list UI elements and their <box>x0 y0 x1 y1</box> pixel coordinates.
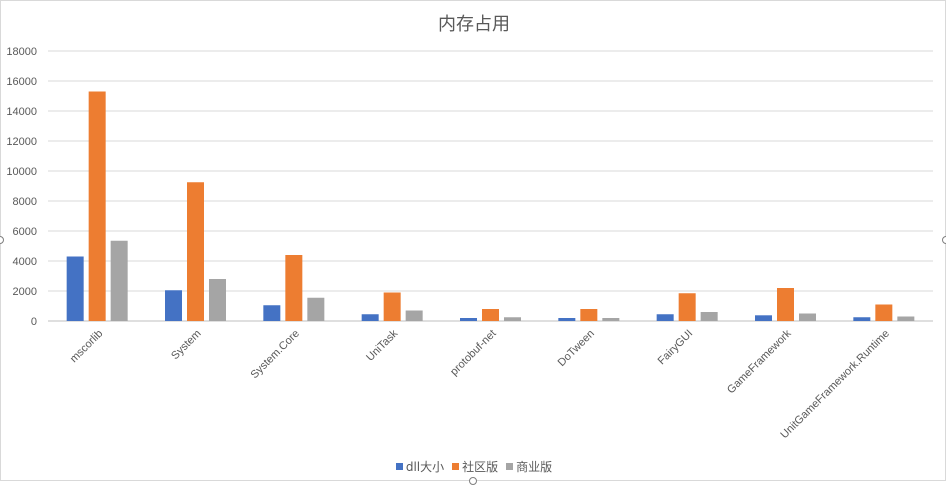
resize-handle-right[interactable] <box>942 236 946 244</box>
legend-swatch <box>452 463 460 470</box>
bar[interactable] <box>66 256 84 322</box>
bar[interactable] <box>285 255 303 321</box>
bar[interactable] <box>504 317 521 321</box>
bar[interactable] <box>853 317 871 321</box>
bar[interactable] <box>165 290 182 321</box>
bar[interactable] <box>482 309 499 321</box>
x-tick-label: UnitGameFramework.Runtime <box>778 328 892 442</box>
y-tick-label: 4000 <box>13 256 37 268</box>
x-tick-label: UniTask <box>364 327 401 364</box>
x-tick-label: GameFramework <box>725 327 794 396</box>
y-tick-label: 8000 <box>13 196 37 208</box>
bar[interactable] <box>209 279 226 321</box>
x-tick-label: System <box>169 328 203 362</box>
bar[interactable] <box>656 314 674 321</box>
chart-title: 内存占用 <box>438 14 510 35</box>
x-tick-label: mscorlib <box>68 328 105 365</box>
legend-swatch <box>506 463 514 470</box>
bar[interactable] <box>875 304 893 322</box>
legend-item[interactable]: 社区版 <box>452 458 498 475</box>
bar[interactable] <box>678 293 696 321</box>
legend-item[interactable]: dll大小 <box>395 458 445 475</box>
bar[interactable] <box>110 240 128 321</box>
x-tick-label: DoTween <box>556 328 597 369</box>
y-tick-label: 10000 <box>6 166 37 178</box>
resize-handle-bottom[interactable] <box>469 477 477 485</box>
bar[interactable] <box>383 292 401 322</box>
bar[interactable] <box>307 297 325 321</box>
y-tick-label: 12000 <box>6 136 37 148</box>
bar[interactable] <box>361 314 379 321</box>
legend-item[interactable]: 商业版 <box>506 458 552 475</box>
legend-swatch <box>395 463 403 470</box>
bar[interactable] <box>700 312 718 321</box>
legend-label: 社区版 <box>462 460 499 474</box>
legend-label: 商业版 <box>516 460 553 474</box>
y-tick-label: 14000 <box>6 106 37 118</box>
bar[interactable] <box>580 309 598 321</box>
bar[interactable] <box>263 305 281 321</box>
x-tick-label: System.Core <box>249 328 302 381</box>
x-tick-label: protobuf-net <box>448 328 498 378</box>
bar[interactable] <box>558 318 576 321</box>
y-tick-label: 6000 <box>13 226 37 238</box>
bar[interactable] <box>602 318 620 321</box>
bar[interactable] <box>777 288 794 321</box>
chart-legend: dll大小 社区版 商业版 <box>1 458 946 475</box>
bar[interactable] <box>88 91 106 322</box>
y-tick-label: 2000 <box>13 286 37 298</box>
y-tick-label: 18000 <box>6 46 37 58</box>
bar[interactable] <box>405 310 423 322</box>
bar[interactable] <box>755 315 772 321</box>
bar[interactable] <box>799 313 816 322</box>
legend-label: dll大小 <box>405 460 445 474</box>
y-tick-label: 16000 <box>6 76 37 88</box>
y-tick-label: 0 <box>31 316 37 328</box>
x-tick-label: FairyGUI <box>656 328 696 368</box>
bar[interactable] <box>460 318 477 321</box>
bar[interactable] <box>187 182 204 321</box>
bar[interactable] <box>897 316 915 322</box>
